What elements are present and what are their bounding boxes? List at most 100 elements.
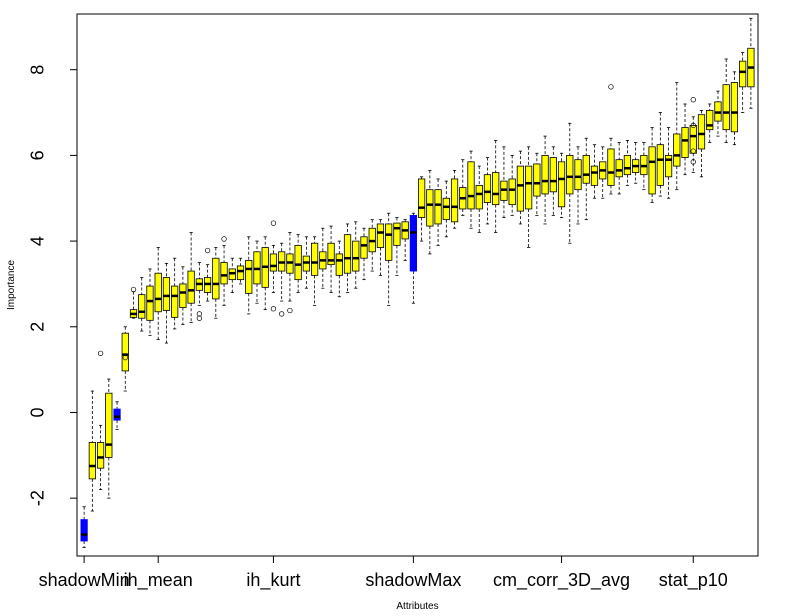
box-73: [673, 82, 681, 191]
box-52: [500, 146, 508, 218]
box-body: [113, 408, 121, 421]
box-13: [179, 266, 187, 326]
box-body: [88, 442, 96, 480]
box-body: [722, 84, 730, 131]
box-48: [467, 150, 475, 229]
box-31: [327, 225, 335, 293]
box-body: [739, 60, 747, 88]
box-body: [335, 253, 343, 276]
box-body: [434, 189, 442, 225]
box-68: [632, 142, 640, 184]
box-body: [681, 127, 689, 158]
box-body: [409, 214, 417, 272]
box-78: [714, 90, 722, 137]
box-44: [434, 178, 442, 246]
box-22: [253, 240, 261, 304]
box-23: [261, 236, 269, 311]
box-20: [236, 257, 245, 285]
box-21: [245, 236, 253, 315]
box-16: [203, 247, 212, 302]
box-body: [557, 161, 566, 208]
x-tick-label: cm_corr_3D_avg: [493, 570, 630, 591]
box-63: [590, 144, 599, 199]
y-axis: -2 0 2 4 6 8: [28, 65, 77, 506]
box-body: [623, 154, 632, 176]
box-67: [623, 139, 632, 186]
box-group: [80, 17, 755, 548]
box-53: [508, 154, 516, 216]
box-body: [525, 165, 533, 210]
box-81: [739, 52, 747, 113]
box-26: [286, 232, 294, 314]
y-tick-label: -2: [28, 490, 48, 506]
box-body: [179, 283, 187, 308]
box-body: [442, 197, 450, 221]
box-body: [154, 272, 162, 313]
box-41: [409, 212, 417, 304]
box-82: [747, 17, 755, 109]
box-body: [269, 253, 278, 272]
box-29: [310, 236, 319, 306]
box-body: [533, 163, 541, 197]
box-body: [360, 236, 368, 259]
box-body: [574, 159, 582, 191]
box-30: [319, 227, 327, 289]
box-62: [582, 137, 590, 221]
box-43: [426, 169, 434, 255]
box-60: [566, 122, 574, 244]
box-body: [80, 519, 88, 542]
box-15: [195, 262, 203, 321]
box-77: [706, 103, 714, 143]
box-body: [656, 144, 664, 186]
x-tick-label: ih_mean: [124, 570, 193, 591]
outlier-point: [196, 315, 203, 321]
outlier-point: [690, 122, 696, 129]
outlier-point: [130, 286, 137, 293]
box-49: [475, 165, 483, 233]
box-body: [483, 174, 492, 203]
box-body: [138, 294, 146, 319]
box-56: [533, 152, 541, 216]
box-body: [162, 277, 171, 311]
box-body: [607, 148, 615, 186]
box-70: [648, 127, 656, 203]
box-body: [541, 154, 549, 195]
box-body: [393, 222, 401, 246]
box-body: [385, 223, 393, 261]
box-body: [343, 234, 352, 274]
box-61: [574, 146, 582, 225]
outlier-point: [690, 97, 696, 103]
box-72: [664, 127, 673, 199]
box-body: [516, 165, 525, 212]
box-80: [730, 71, 739, 146]
box-38: [385, 212, 393, 306]
box-body: [582, 154, 590, 184]
box-58: [549, 146, 557, 216]
box-12: [171, 257, 179, 330]
box-55: [525, 146, 533, 248]
box-body: [418, 178, 426, 218]
box-24: [269, 220, 278, 312]
box-51: [492, 139, 500, 233]
y-tick-label: 4: [28, 236, 48, 246]
box-body: [236, 265, 245, 281]
box-body: [475, 184, 483, 210]
outlier-point: [270, 306, 277, 312]
box-37: [376, 219, 385, 276]
outlier-point: [270, 220, 277, 226]
box-17: [212, 247, 220, 319]
box-14: [187, 232, 195, 323]
box-11: [162, 262, 171, 344]
box-28: [302, 236, 310, 289]
box-18: [220, 236, 228, 306]
x-tick-label: stat_p10: [659, 570, 728, 591]
box-76: [697, 110, 706, 178]
box-40: [401, 219, 409, 261]
outlier-point: [97, 350, 104, 356]
box-1: [80, 506, 88, 548]
box-body: [245, 259, 253, 294]
y-tick-label: 0: [28, 407, 48, 417]
box-body: [615, 159, 623, 178]
